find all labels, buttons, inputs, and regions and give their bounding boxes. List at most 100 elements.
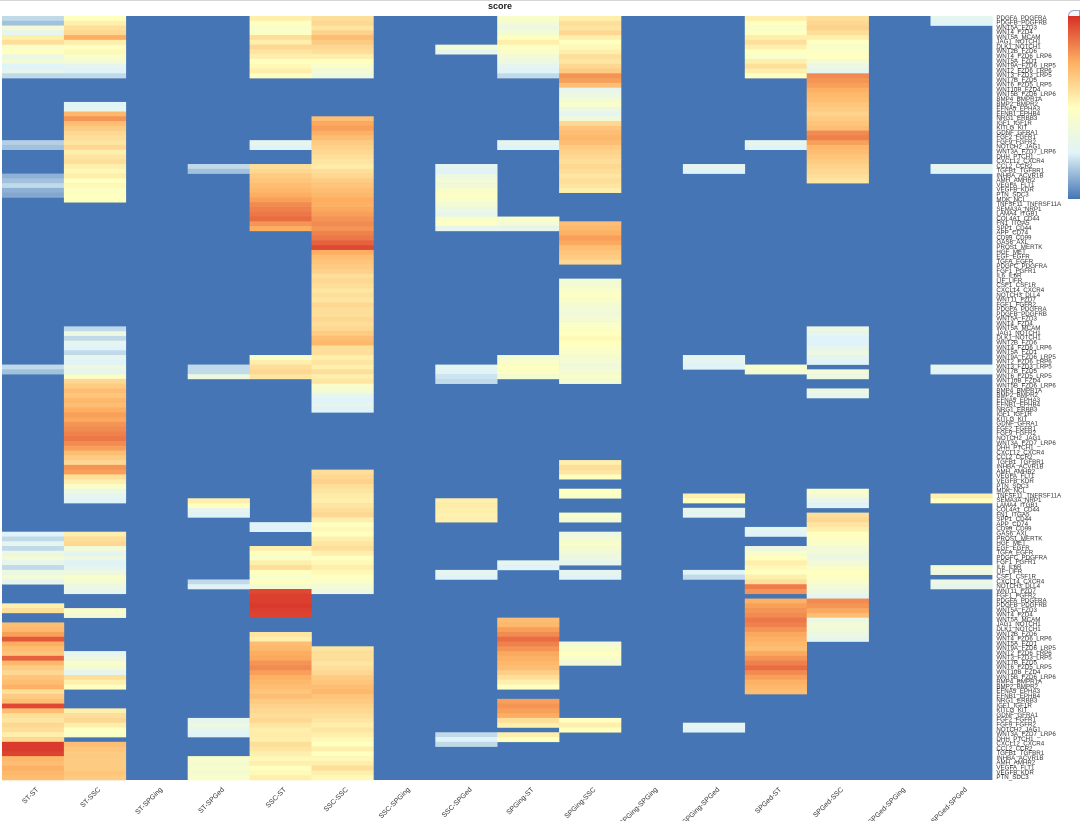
row-label: WNT5A_MCAM [996, 616, 1040, 623]
heatmap-cell [559, 321, 622, 327]
row-label: GDNF_GFRA1 [996, 129, 1038, 136]
heatmap-cell [63, 488, 127, 494]
heatmap-cell [249, 364, 312, 370]
heatmap-cell [559, 378, 622, 384]
heatmap-cell [311, 49, 374, 55]
heatmap-cell [744, 574, 807, 580]
heatmap-cell [63, 565, 127, 571]
heatmap-cell [249, 58, 312, 65]
heatmap-cell [2, 708, 65, 714]
row-label: EGF_EGFR [996, 254, 1030, 261]
heatmap-cell [187, 584, 250, 590]
row-label: WNT3_FZD3_LRP5 [996, 72, 1052, 79]
heatmap-cell [63, 154, 127, 160]
heatmap-cell [497, 670, 560, 676]
heatmap-cell [806, 374, 869, 380]
row-label: DLK1_NOTCH1 [996, 43, 1041, 50]
heatmap-cell [187, 727, 250, 733]
row-label: INHBA_ACVR1B [996, 464, 1043, 471]
heatmap-cell [249, 598, 312, 604]
heatmap-cell [744, 589, 807, 595]
heatmap-cell [559, 125, 622, 131]
heatmap-cell [187, 164, 250, 170]
heatmap-cell [249, 35, 312, 41]
heatmap-cell [497, 684, 560, 690]
row-label: LAMA4_ITGB1 [996, 211, 1038, 218]
heatmap-cell [806, 331, 869, 337]
heatmap-cell [63, 183, 127, 189]
heatmap-cell [744, 369, 807, 375]
heatmap-cell [806, 589, 869, 595]
heatmap-cell [2, 765, 65, 771]
heatmap-cell [497, 140, 560, 146]
heatmap-cell [249, 569, 312, 575]
heatmap-cell [497, 641, 560, 647]
heatmap-cell [744, 631, 807, 638]
column-label: SSC-ST [265, 786, 289, 810]
row-label: WNT9A_FZD6_LRP5 [996, 63, 1056, 70]
heatmap-cell [806, 54, 869, 60]
row-label: KITLG_KIT [996, 416, 1027, 423]
row-label: CXCL12_CXCR4 [996, 741, 1044, 748]
row-label: WNT9A_FZD6_LRP5 [996, 354, 1056, 361]
heatmap-cell [2, 20, 65, 26]
heatmap-cell [311, 116, 374, 122]
heatmap-cell [311, 307, 374, 313]
heatmap-cell [930, 20, 993, 26]
heatmap-cell [559, 106, 622, 112]
heatmap-cell [2, 722, 65, 728]
heatmap-cell [2, 608, 65, 614]
heatmap-cell [311, 474, 374, 480]
row-label: FN1_ITGA5 [996, 511, 1030, 518]
heatmap-cell [497, 679, 560, 685]
heatmap-cell [63, 73, 127, 79]
heatmap-cell [744, 674, 807, 681]
row-label: SEMA3A_NRP1 [996, 206, 1042, 213]
column-label: ST-SPGing [134, 786, 164, 816]
heatmap-cell [806, 555, 869, 561]
heatmap-cell [559, 460, 622, 466]
heatmap-cell [559, 555, 622, 561]
heatmap-cell [249, 603, 312, 609]
heatmap-cell [497, 565, 560, 571]
heatmap-cell [249, 775, 312, 781]
heatmap-cell [249, 178, 312, 184]
heatmap-cell [435, 178, 498, 184]
heatmap-cell [249, 651, 312, 657]
heatmap-cell [497, 54, 560, 60]
heatmap-cell [311, 378, 374, 384]
row-label: DLK1_NOTCH1 [996, 335, 1041, 342]
heatmap-cell [311, 546, 374, 552]
heatmap-cell [311, 531, 374, 537]
heatmap-cell [311, 493, 374, 499]
heatmap-cell [311, 732, 374, 738]
heatmap-cell [559, 474, 622, 480]
heatmap-cell [311, 655, 374, 661]
heatmap-cell [2, 565, 65, 571]
heatmap-cell [249, 207, 312, 213]
heatmap-cell [435, 221, 498, 227]
row-label: WNT10B_FZD4 [996, 669, 1041, 676]
heatmap-cell [806, 522, 869, 528]
heatmap-cell [63, 68, 127, 74]
heatmap-cell [249, 694, 312, 700]
heatmap-cell [744, 73, 807, 79]
heatmap-cell [63, 431, 127, 437]
row-label: PDGFA_PDGFRA [996, 306, 1047, 313]
heatmap-cell [63, 679, 127, 685]
heatmap-cell [63, 651, 127, 657]
heatmap-cell [435, 498, 498, 504]
heatmap-cell [497, 44, 560, 50]
heatmap-cell [311, 646, 374, 652]
heatmap-cell [63, 44, 127, 50]
row-label: PROS1_MERTK [996, 244, 1043, 251]
heatmap-cell [559, 254, 622, 260]
heatmap-cell [744, 670, 807, 676]
heatmap-cell [559, 727, 622, 733]
heatmap-cell [744, 68, 807, 74]
heatmap-cell [249, 211, 312, 217]
row-label: WNT5A_MCAM [996, 34, 1040, 41]
heatmap-cell [249, 49, 312, 55]
row-label: NRG1_ERBB3 [996, 698, 1037, 705]
heatmap-cell [497, 636, 560, 642]
